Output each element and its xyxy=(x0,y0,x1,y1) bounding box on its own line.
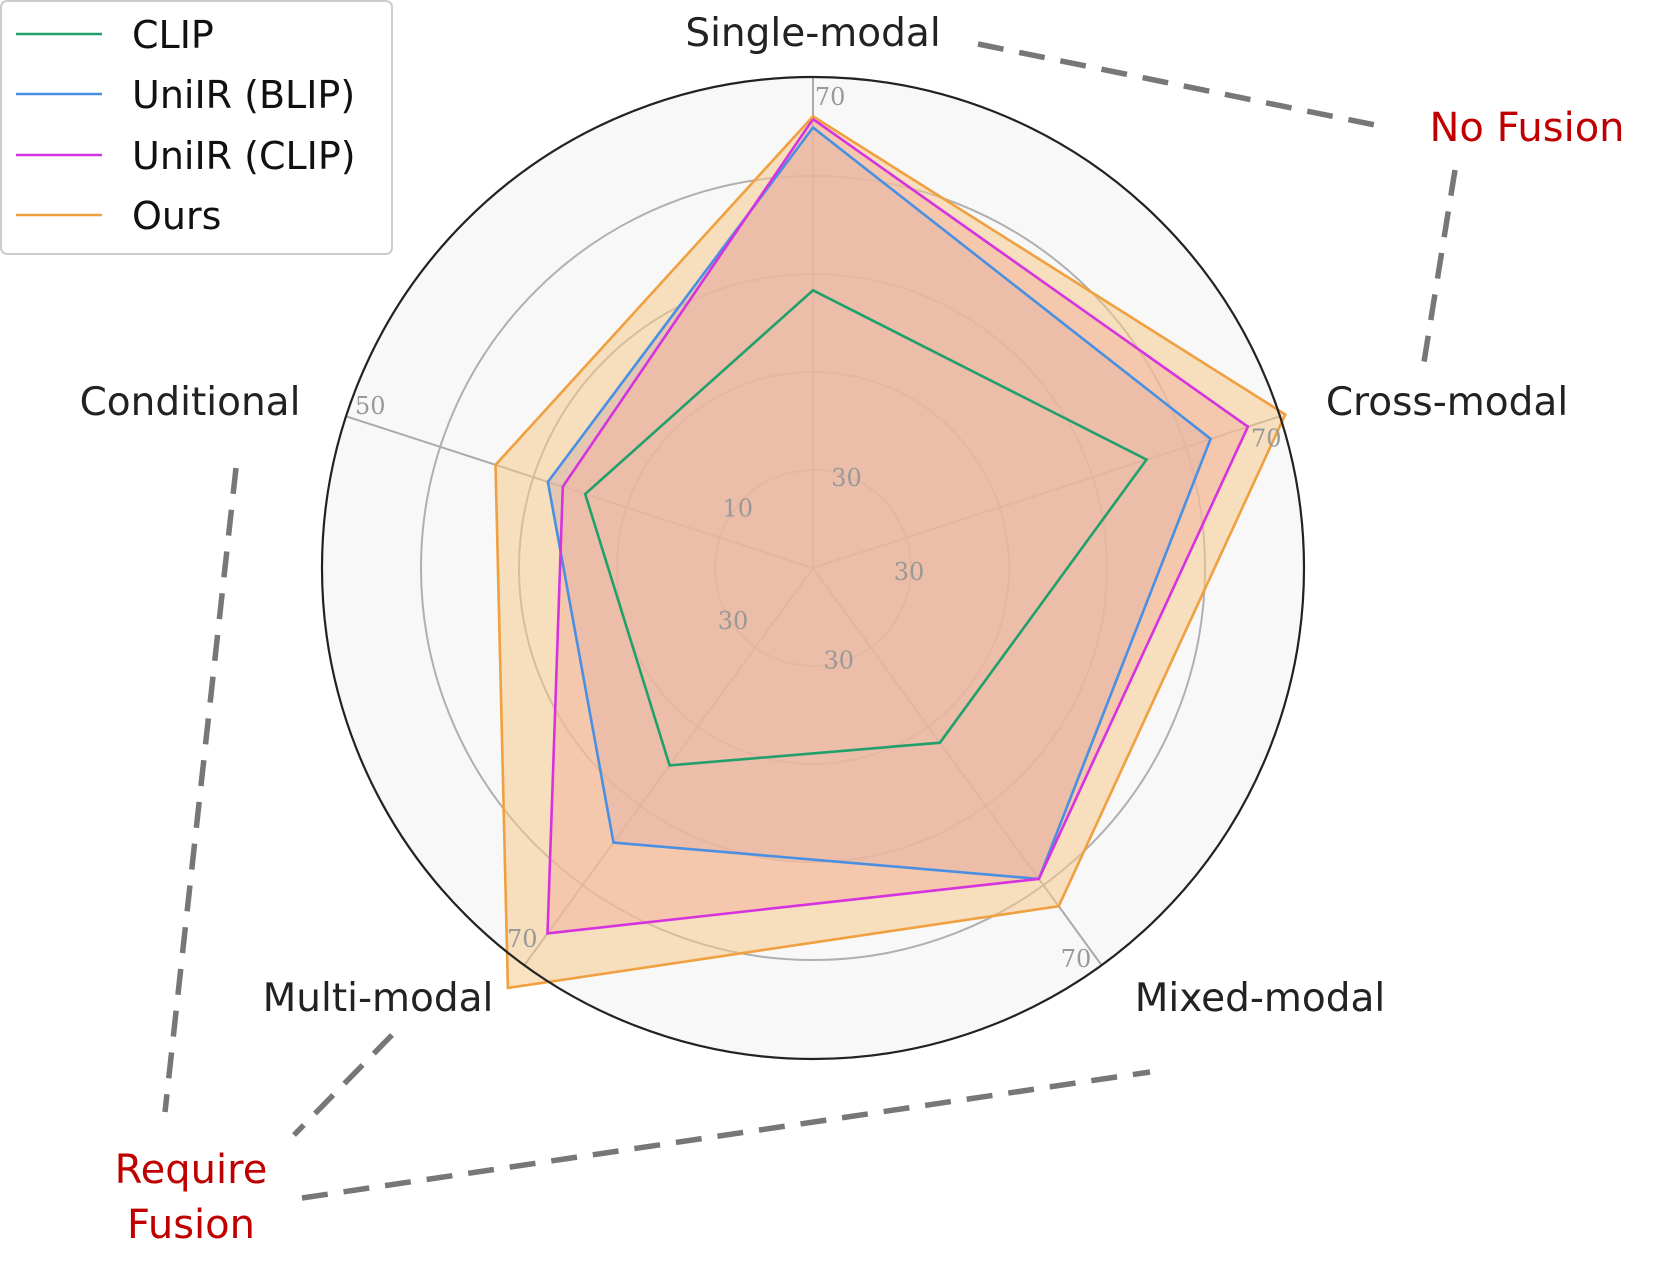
tick-inner-single-modal: 30 xyxy=(831,464,862,492)
no-fusion-label: No Fusion xyxy=(1429,105,1624,151)
group-annotations: No Fusion Require Fusion xyxy=(115,41,1625,1248)
series-fills xyxy=(495,116,1286,988)
legend-box xyxy=(0,0,393,255)
tick-inner-multi-modal: 30 xyxy=(718,607,749,635)
axis-label-conditional: Conditional xyxy=(80,380,301,425)
tick-labels: 30 70 30 70 30 70 30 70 10 50 xyxy=(355,83,1282,973)
legend-label-clip: CLIP xyxy=(132,13,214,57)
series-line-uniir-blip xyxy=(546,125,1213,881)
series-line-uniir-clip xyxy=(546,117,1250,935)
tick-outer-mixed-modal: 70 xyxy=(1061,945,1092,973)
require-fusion-bracket-line xyxy=(162,467,1151,1201)
axis-label-mixed-modal: Mixed-modal xyxy=(1135,976,1386,1021)
axis-label-multi-modal: Multi-modal xyxy=(263,976,494,1021)
tick-outer-cross-modal: 70 xyxy=(1251,425,1282,453)
legend-label-uniir-clip: UniIR (CLIP) xyxy=(132,134,356,178)
tick-outer-single-modal: 70 xyxy=(815,83,846,111)
tick-inner-cross-modal: 30 xyxy=(894,558,925,586)
radar-outer-border xyxy=(320,75,1306,1061)
tick-outer-multi-modal: 70 xyxy=(507,925,538,953)
require-fusion-label-line-1: Require xyxy=(115,1147,268,1193)
series-line-clip xyxy=(583,288,1149,767)
legend-label-ours: Ours xyxy=(132,194,221,238)
axis-label-cross-modal: Cross-modal xyxy=(1326,380,1568,425)
series-lines xyxy=(494,114,1287,990)
legend: CLIP UniIR (BLIP) UniIR (CLIP) Ours xyxy=(0,0,393,255)
axis-label-single-modal: Single-modal xyxy=(685,11,940,56)
require-fusion-label-line-2: Fusion xyxy=(127,1202,255,1248)
no-fusion-bracket-line xyxy=(977,41,1458,363)
legend-label-uniir-blip: UniIR (BLIP) xyxy=(132,73,355,117)
tick-inner-conditional: 10 xyxy=(722,494,753,522)
series-line-ours xyxy=(494,114,1287,990)
tick-inner-mixed-modal: 30 xyxy=(824,647,855,675)
tick-outer-conditional: 50 xyxy=(355,392,386,420)
